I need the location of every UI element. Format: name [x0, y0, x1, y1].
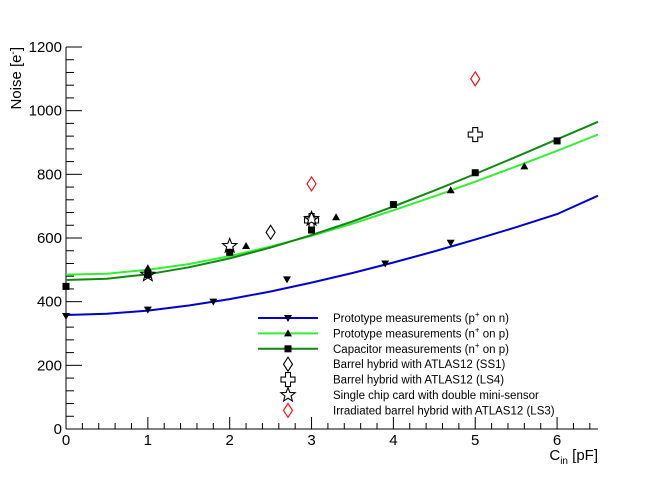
data-point-s0-3	[282, 276, 291, 284]
y-tick-label: 0	[54, 421, 62, 438]
fit-curves	[65, 120, 599, 316]
data-point-s2-3	[308, 226, 316, 234]
data-point-s3-0	[265, 224, 276, 241]
data-point-s2-4	[389, 201, 397, 209]
fit-curve-1	[65, 133, 599, 276]
data-point-s5-2	[302, 209, 321, 227]
y-tick-label: 400	[37, 294, 62, 311]
legend-label-2: Capacitor measurements (n+ on p)	[333, 341, 509, 356]
y-axis-title: Noise [e-]	[8, 47, 25, 110]
data-point-s2-1	[144, 271, 152, 279]
x-tick-label: 2	[226, 432, 234, 449]
legend-label-4: Barrel hybrid with ATLAS12 (LS4)	[333, 375, 504, 387]
legend: Prototype measurements (p+ on n)Prototyp…	[258, 310, 555, 419]
data-point-s1-3	[446, 186, 455, 194]
y-tick-label: 1000	[29, 103, 62, 120]
fit-curve-2	[65, 120, 599, 281]
legend-marker-6	[282, 402, 294, 419]
legend-label-0: Prototype measurements (p+ on n)	[333, 310, 509, 325]
x-tick-label: 6	[553, 432, 561, 449]
data-point-s0-4	[381, 260, 390, 268]
data-point-s0-1	[143, 306, 152, 314]
data-point-s4-1	[467, 126, 483, 143]
data-point-s2-5	[471, 169, 479, 177]
x-tick-label: 0	[62, 432, 70, 449]
fit-curve-0	[65, 194, 599, 316]
y-tick-label: 1200	[29, 39, 62, 56]
data-point-s6-0	[306, 175, 317, 192]
data-point-s5-1	[221, 236, 239, 254]
y-tick-label: 200	[37, 357, 62, 374]
data-point-s0-0	[62, 312, 70, 320]
data-point-s6-1	[470, 70, 481, 87]
data-point-s4-0	[303, 212, 320, 229]
legend-marker-2	[284, 345, 292, 353]
data-point-s1-1	[242, 241, 251, 249]
legend-label-3: Barrel hybrid with ATLAS12 (SS1)	[333, 359, 506, 371]
legend-label-6: Irradiated barrel hybrid with ATLAS12 (L…	[333, 405, 555, 417]
legend-marker-0	[284, 315, 292, 322]
legend-marker-3	[282, 356, 294, 373]
data-point-s0-2	[209, 298, 218, 306]
x-tick-label: 1	[144, 432, 152, 449]
axes: 0 1 2 3 4 5 6 0 200 400 600 800 1000 1200 Cin [pF] Nois…	[8, 39, 598, 467]
data-point-s2-2	[226, 248, 234, 256]
data-point-s5-0	[139, 265, 157, 282]
x-tick-label: 3	[307, 432, 315, 449]
legend-marker-4	[280, 372, 296, 388]
data-point-s2-6	[553, 137, 561, 145]
legend-label-5: Single chip card with double mini-sensor	[333, 390, 539, 402]
data-point-s1-2	[332, 213, 341, 221]
data-point-s1-4	[520, 162, 529, 170]
data-point-s0-5	[446, 239, 455, 247]
legend-marker-5	[279, 385, 297, 403]
legend-label-1: Prototype measurements (n+ on p)	[333, 325, 509, 340]
data-markers	[62, 70, 561, 320]
data-point-s2-0	[62, 282, 70, 290]
legend-marker-1	[284, 329, 292, 337]
x-tick-label: 4	[389, 432, 397, 449]
x-tick-label: 5	[471, 432, 479, 449]
x-axis-title: Cin [pF]	[549, 447, 598, 467]
y-tick-label: 600	[37, 230, 62, 247]
y-tick-label: 800	[37, 166, 62, 183]
